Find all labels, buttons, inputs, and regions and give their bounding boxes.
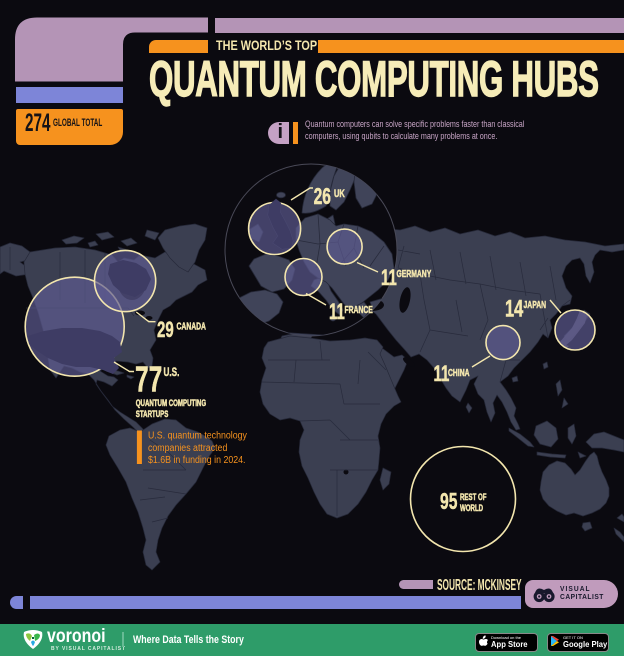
svg-text:GERMANY: GERMANY [397, 268, 432, 280]
svg-text:29: 29 [157, 317, 174, 342]
svg-text:REST OF: REST OF [460, 492, 487, 503]
svg-text:JAPAN: JAPAN [524, 299, 547, 311]
svg-text:UK: UK [334, 186, 345, 199]
svg-text:CHINA: CHINA [448, 367, 470, 379]
svg-text:14: 14 [505, 295, 524, 322]
svg-text:WORLD: WORLD [460, 503, 483, 514]
svg-text:U.S. quantum technology: U.S. quantum technology [148, 430, 247, 442]
svg-text:U.S.: U.S. [164, 367, 180, 380]
svg-text:11: 11 [434, 361, 450, 386]
svg-text:$1.6B in funding in 2024.: $1.6B in funding in 2024. [148, 454, 245, 466]
svg-text:11: 11 [329, 299, 345, 324]
svg-text:CANADA: CANADA [177, 320, 206, 332]
svg-text:QUANTUM COMPUTING: QUANTUM COMPUTING [136, 398, 206, 409]
svg-text:26: 26 [314, 184, 331, 210]
svg-text:95: 95 [440, 489, 457, 515]
svg-text:11: 11 [381, 265, 397, 290]
svg-text:FRANCE: FRANCE [345, 304, 374, 316]
svg-text:STARTUPS: STARTUPS [136, 409, 168, 420]
svg-text:77: 77 [135, 359, 162, 400]
svg-text:companies attracted: companies attracted [148, 442, 227, 454]
